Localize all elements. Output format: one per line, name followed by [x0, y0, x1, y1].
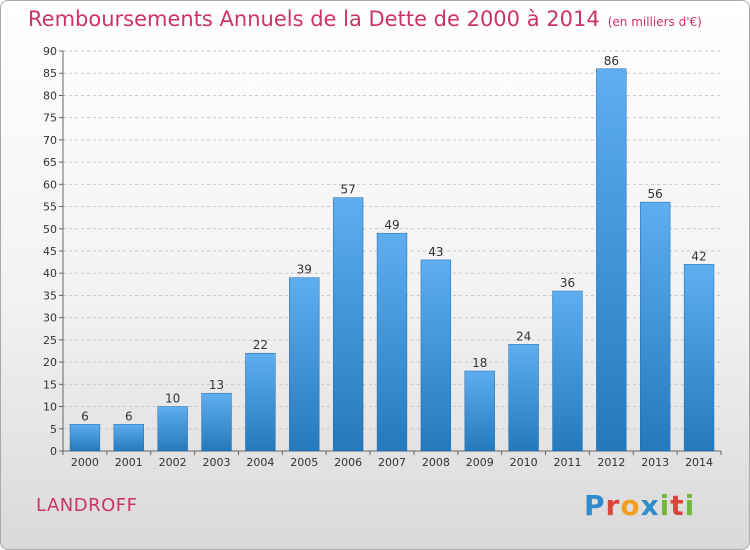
y-tick-label: 65 [43, 156, 57, 169]
bar-2008 [420, 259, 452, 452]
x-tick-label-2014: 2014 [685, 456, 713, 469]
logo-letter: o [620, 489, 641, 522]
bar-2001 [113, 424, 144, 452]
x-tick-label-2009: 2009 [466, 456, 494, 469]
bar-2009 [464, 370, 495, 452]
chart-subtitle: (en milliers d'€) [607, 15, 702, 29]
logo-letter: i [659, 489, 671, 522]
y-tick-label: 80 [43, 89, 57, 102]
y-tick-label: 60 [43, 178, 57, 191]
data-label-2007: 49 [384, 218, 399, 232]
bar-2003 [201, 392, 232, 452]
bar-2010 [508, 344, 539, 452]
bar-2014 [683, 264, 715, 452]
y-tick-label: 55 [43, 201, 57, 214]
y-tick-label: 50 [43, 223, 57, 236]
y-tick-label: 15 [43, 378, 57, 391]
bar-2013 [640, 201, 671, 452]
data-label-2014: 42 [691, 249, 706, 263]
data-label-2012: 86 [604, 54, 619, 68]
axes: 0 5 10 15 20 25 30 35 40 45 50 55 60 65 70 75 80 85 90 2000… [43, 45, 722, 469]
x-tick-label-2000: 2000 [71, 456, 99, 469]
commune-name: LANDROFF [36, 495, 138, 516]
logo-letter: i [684, 489, 696, 522]
bars [69, 68, 715, 452]
logo-letter: x [640, 489, 660, 522]
x-tick-label-2008: 2008 [422, 456, 450, 469]
x-tick-label-2013: 2013 [641, 456, 669, 469]
data-label-2008: 43 [428, 245, 443, 259]
data-labels: 6 6 10 13 22 39 57 49 43 18 24 36 86 56 42 [81, 54, 707, 424]
data-label-2001: 6 [125, 409, 133, 423]
y-tick-label: 70 [43, 134, 57, 147]
x-tick-label-2010: 2010 [510, 456, 538, 469]
proxiti-logo: Proxiti [584, 489, 695, 522]
y-tick-label: 35 [43, 289, 57, 302]
data-label-2005: 39 [297, 263, 312, 277]
x-tick-label-2006: 2006 [334, 456, 362, 469]
y-tick-label: 10 [43, 401, 57, 414]
x-tick-label-2007: 2007 [378, 456, 406, 469]
chart-title: Remboursements Annuels de la Dette de 20… [28, 7, 702, 31]
x-tick-label-2001: 2001 [115, 456, 143, 469]
bar-2012 [596, 68, 627, 452]
bar-2004 [245, 352, 276, 452]
logo-letter: P [584, 489, 606, 522]
x-tick-label-2005: 2005 [290, 456, 318, 469]
x-tick-label-2012: 2012 [597, 456, 625, 469]
y-tick-label: 40 [43, 267, 57, 280]
bar-2000 [69, 424, 101, 452]
x-tick-label-2011: 2011 [553, 456, 581, 469]
y-tick-label: 20 [43, 356, 57, 369]
logo-letter: t [670, 489, 685, 522]
chart-title-text: Remboursements Annuels de la Dette de 20… [28, 7, 600, 31]
data-label-2006: 57 [340, 183, 355, 197]
bar-2011 [552, 290, 583, 452]
y-tick-label: 30 [43, 312, 57, 325]
data-label-2000: 6 [81, 409, 89, 423]
y-tick-label: 75 [43, 112, 57, 125]
data-label-2003: 13 [209, 378, 224, 392]
data-label-2009: 18 [472, 356, 487, 370]
y-tick-label: 0 [50, 445, 57, 458]
data-label-2011: 36 [560, 276, 575, 290]
data-label-2013: 56 [648, 187, 663, 201]
data-label-2002: 10 [165, 392, 180, 406]
logo-letter: r [605, 489, 621, 522]
y-tick-label: 90 [43, 45, 57, 58]
x-tick-label-2002: 2002 [159, 456, 187, 469]
y-tick-label: 45 [43, 245, 57, 258]
y-tick-label: 5 [50, 423, 57, 436]
data-label-2004: 22 [253, 338, 268, 352]
bar-2007 [376, 232, 408, 452]
bar-2006 [332, 197, 364, 452]
bar-2005 [289, 277, 320, 452]
y-tick-label: 85 [43, 67, 57, 80]
data-label-2010: 24 [516, 329, 531, 343]
y-tick-label: 25 [43, 334, 57, 347]
x-tick-label-2003: 2003 [203, 456, 231, 469]
bar-2002 [157, 406, 188, 452]
x-tick-label-2004: 2004 [246, 456, 274, 469]
